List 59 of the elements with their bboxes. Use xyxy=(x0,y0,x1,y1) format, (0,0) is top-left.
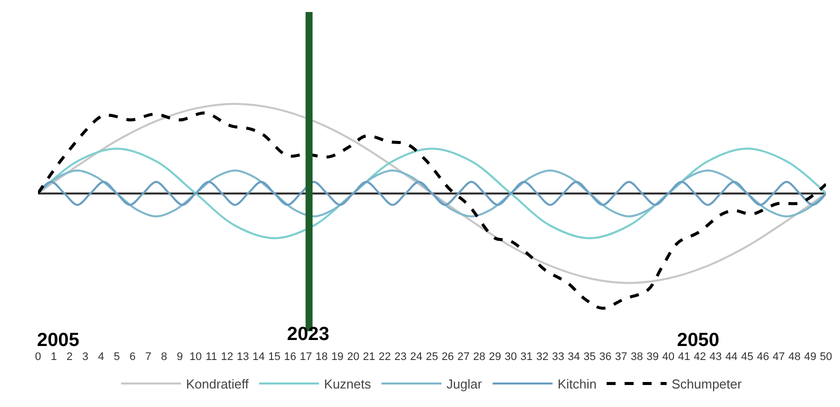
x-tick-label: 36 xyxy=(599,351,612,363)
x-tick-label: 14 xyxy=(252,351,265,363)
x-tick-label: 21 xyxy=(362,351,376,363)
x-tick-label: 9 xyxy=(176,351,183,363)
x-tick-label: 0 xyxy=(34,351,42,363)
x-tick-label: 45 xyxy=(741,351,754,363)
x-tick-label: 40 xyxy=(662,351,675,363)
x-tick-label: 2 xyxy=(66,351,73,363)
x-tick-label: 37 xyxy=(614,351,628,363)
text: 2050 xyxy=(677,330,720,351)
x-tick-label: 12 xyxy=(220,351,234,363)
x-tick-label: 44 xyxy=(725,351,738,363)
x-tick-label: 6 xyxy=(129,351,136,363)
x-tick-label: 8 xyxy=(161,351,168,363)
x-tick-label: 5 xyxy=(114,351,120,363)
x-tick-label: 1 xyxy=(50,351,57,363)
x-tick-label: 31 xyxy=(520,351,533,363)
x-tick-label: 19 xyxy=(331,351,344,363)
x-tick-label: 27 xyxy=(457,351,470,363)
x-tick-label: 48 xyxy=(788,351,801,363)
legend-label: Kuznets xyxy=(324,376,372,392)
x-tick-label: 43 xyxy=(710,351,722,363)
x-tick-label: 39 xyxy=(646,351,659,363)
x-tick-label: 33 xyxy=(552,351,564,363)
x-tick-label: 18 xyxy=(316,351,328,363)
x-tick-label: 20 xyxy=(347,351,360,363)
x-tick-label: 34 xyxy=(568,351,580,363)
x-tick-label: 41 xyxy=(678,351,690,363)
x-tick-label: 25 xyxy=(426,351,438,363)
x-tick-label: 28 xyxy=(473,351,486,363)
x-tick-label: 10 xyxy=(189,351,202,363)
x-tick-label: 13 xyxy=(236,351,250,363)
x-tick-label: 4 xyxy=(98,351,104,363)
x-tick-label: 16 xyxy=(284,351,296,363)
legend-label: Schumpeter xyxy=(672,376,742,392)
x-tick-label: 50 xyxy=(820,351,832,363)
x-tick-label: 49 xyxy=(804,351,816,363)
x-tick-label: 24 xyxy=(410,351,422,363)
x-tick-label: 30 xyxy=(504,351,517,363)
x-tick-label: 42 xyxy=(694,351,706,363)
x-tick-label: 46 xyxy=(756,351,770,363)
x-tick-label: 47 xyxy=(772,351,785,363)
text: 2005 xyxy=(37,330,80,351)
x-tick-label: 11 xyxy=(206,351,218,363)
x-tick-label: 26 xyxy=(442,351,454,363)
legend-label: Kitchin xyxy=(558,376,597,392)
legend-label: Kondratieff xyxy=(186,376,250,392)
x-tick-label: 15 xyxy=(268,351,281,363)
x-tick-label: 29 xyxy=(488,351,502,363)
x-tick-label: 7 xyxy=(145,351,152,363)
x-tick-label: 35 xyxy=(583,351,596,363)
x-tick-label: 23 xyxy=(394,351,407,363)
legend-label: Juglar xyxy=(446,376,483,392)
x-tick-label: 17 xyxy=(300,351,312,363)
x-tick-label: 22 xyxy=(378,351,391,363)
x-tick-label: 3 xyxy=(82,351,88,363)
x-tick-label: 38 xyxy=(630,351,644,363)
text: 2023 xyxy=(287,324,330,345)
x-tick-label: 32 xyxy=(536,351,548,363)
